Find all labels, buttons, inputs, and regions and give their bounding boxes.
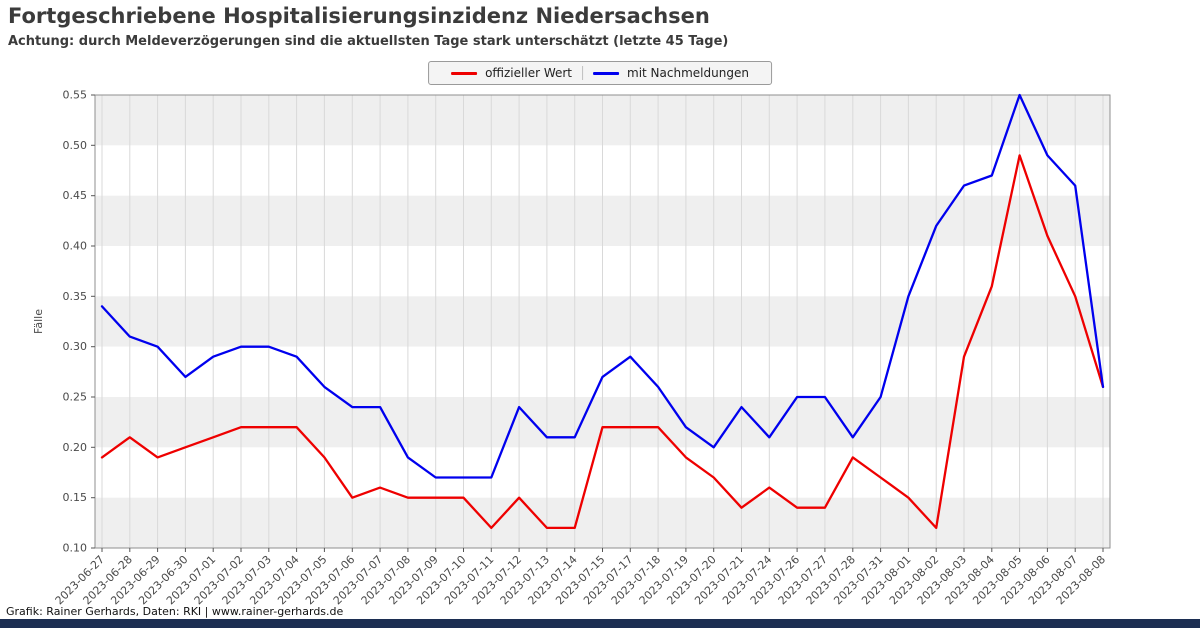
svg-text:0.55: 0.55 (63, 89, 88, 102)
legend-label-official: offizieller Wert (485, 66, 573, 80)
credit-text: Grafik: Rainer Gerhards, Daten: RKI | ww… (6, 605, 344, 618)
svg-text:0.15: 0.15 (63, 491, 88, 504)
legend-item-official: offizieller Wert (441, 66, 582, 80)
svg-text:0.40: 0.40 (63, 240, 88, 253)
svg-text:0.20: 0.20 (63, 441, 88, 454)
bottom-accent-bar (0, 619, 1200, 628)
svg-text:0.25: 0.25 (63, 391, 88, 404)
svg-text:0.10: 0.10 (63, 542, 88, 555)
blue-line-swatch (593, 71, 620, 75)
page-title: Fortgeschriebene Hospitalisierungsinzide… (8, 4, 710, 28)
line-chart: 0.10 0.15 0.20 0.25 0.30 0.35 0.40 0.45 0.50 0.55… (32, 89, 1111, 607)
svg-text:0.35: 0.35 (63, 290, 88, 303)
legend-label-nachmeldungen: mit Nachmeldungen (627, 66, 749, 80)
y-axis-label: Fälle (32, 309, 45, 334)
red-line-swatch (451, 71, 478, 75)
svg-text:0.50: 0.50 (63, 139, 88, 152)
svg-text:0.30: 0.30 (63, 340, 88, 353)
page-subtitle: Achtung: durch Meldeverzögerungen sind d… (8, 34, 729, 49)
chart-legend: offizieller Wert mit Nachmeldungen (428, 61, 772, 85)
legend-item-nachmeldungen: mit Nachmeldungen (582, 66, 759, 80)
svg-text:0.45: 0.45 (63, 189, 88, 202)
